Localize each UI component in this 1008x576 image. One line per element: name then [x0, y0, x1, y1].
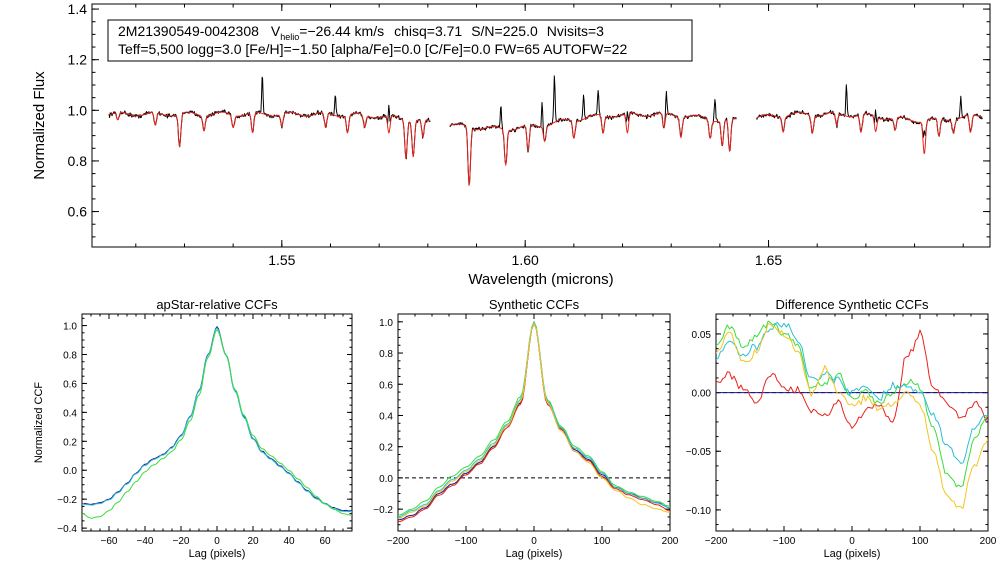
x-tick-label: 100	[912, 536, 929, 547]
observed-spectrum-chip-2	[449, 75, 737, 186]
y-tick-label: 1.4	[68, 1, 88, 17]
y-tick-label: 0.8	[63, 351, 77, 362]
y-tick-label: 1.0	[68, 102, 88, 118]
synthetic_ccf-line-visit-3	[398, 321, 670, 516]
y-tick-label: 0.8	[68, 153, 88, 169]
vhelio-sub: helio	[280, 32, 299, 42]
y-tick-label: 1.0	[379, 318, 393, 329]
x-tick-label: 1.65	[755, 252, 782, 268]
synthetic_ccf-axes: −200 −100 0 100 200 −0.2 0.0 0.2 0.4 0.6 0.8 1.0 Lag…	[373, 297, 679, 560]
x-axis-label: Lag (pixels)	[189, 548, 246, 560]
info-line-2: Teff=5,500 logg=3.0 [Fe/H]=−1.50 [alpha/…	[118, 41, 627, 57]
y-axis-label: Normalized CCF	[33, 382, 45, 464]
x-axis-label: Lag (pixels)	[824, 548, 881, 560]
apstar_ccf-axes: −60 −40 −20 0 20 40 60 −0.4 −0.2 0.0 0.2 0.4 0.6 0.8 1…	[33, 297, 353, 560]
x-tick-label: 40	[283, 536, 295, 547]
synthetic_ccf-frame	[397, 313, 671, 532]
x-tick-label: −60	[101, 536, 118, 547]
difference_ccf-axes: −200 −100 0 100 200 −0.10 −0.05 0.00 0.05 Lag (pi…	[686, 297, 997, 560]
y-tick-label: −0.4	[57, 524, 77, 535]
y-tick-label: 0.2	[63, 437, 77, 448]
y-tick-label: 0.6	[63, 379, 77, 390]
x-tick-label: 1.60	[512, 252, 539, 268]
y-tick-label: 0.0	[379, 474, 393, 485]
y-tick-label: 0.00	[692, 389, 712, 400]
star-id: 2M21390549-0042308	[118, 23, 259, 39]
y-tick-label: 0.4	[63, 408, 77, 419]
x-tick-label: 100	[594, 536, 611, 547]
x-tick-label: 200	[662, 536, 679, 547]
y-tick-label: −0.05	[686, 447, 712, 458]
x-tick-label: 1.55	[268, 252, 295, 268]
apstar_ccf-line-visit-3	[82, 329, 352, 519]
y-tick-label: 1.2	[68, 52, 88, 68]
spectrum-frame	[91, 3, 991, 248]
chart-title: apStar-relative CCFs	[156, 297, 278, 312]
nvisits: Nvisits=3	[547, 23, 604, 39]
apstar_ccf-series	[82, 326, 352, 519]
synthetic_ccf-line-visit-4	[398, 322, 670, 518]
info-box: 2M21390549-0042308 Vhelio=−26.44 km/s chis…	[107, 19, 693, 62]
synthetic_ccf-line-visit-5	[398, 323, 670, 519]
vhelio-value: =−26.44 km/s	[299, 23, 384, 39]
x-tick-label: 0	[849, 536, 855, 547]
model-spectrum-chip-1	[108, 111, 431, 159]
difference_ccf-frame	[715, 313, 989, 532]
snr: S/N=225.0	[471, 23, 538, 39]
model-spectrum-chip-3	[756, 111, 983, 154]
y-tick-label: 0.8	[379, 349, 393, 360]
y-tick-label: −0.2	[373, 505, 393, 516]
y-tick-label: 0.4	[379, 411, 393, 422]
y-tick-label: 0.0	[63, 466, 77, 477]
spectrum-series	[108, 75, 983, 186]
apstar_ccf-frame	[81, 313, 353, 532]
chart-title: Difference Synthetic CCFs	[776, 297, 929, 312]
spectrum-axes: 1.55 1.60 1.65 0.6 0.8 1.0 1.2 1.4 Wavelength (m…	[31, 1, 991, 288]
y-tick-label: 0.6	[68, 204, 88, 220]
x-axis-label: Lag (pixels)	[506, 548, 563, 560]
x-tick-label: 200	[980, 536, 997, 547]
info-line-1: 2M21390549-0042308 Vhelio=−26.44 km/s chis…	[118, 23, 604, 42]
x-tick-label: 0	[531, 536, 537, 547]
x-tick-label: −100	[773, 536, 796, 547]
x-tick-label: −40	[137, 536, 154, 547]
difference_ccf-line-visit-5	[716, 323, 988, 509]
difference_ccf-line-visit-2	[716, 329, 988, 429]
x-tick-label: 0	[214, 536, 220, 547]
y-tick-label: 0.6	[379, 380, 393, 391]
chisq: chisq=3.71	[394, 23, 462, 39]
y-tick-label: 0.05	[692, 330, 712, 341]
x-tick-label: 20	[247, 536, 259, 547]
model-spectrum-chip-2	[449, 112, 737, 186]
x-tick-label: −100	[455, 536, 478, 547]
y-tick-label: −0.10	[686, 506, 712, 517]
apstar_ccf-line-visit-1	[82, 326, 352, 512]
y-tick-label: 1.0	[63, 322, 77, 333]
y-tick-label: −0.2	[57, 495, 77, 506]
y-tick-label: 0.2	[379, 443, 393, 454]
observed-spectrum-chip-3	[755, 84, 983, 138]
x-tick-label: −20	[173, 536, 190, 547]
x-tick-label: 60	[319, 536, 331, 547]
x-axis-label: Wavelength (microns)	[468, 271, 613, 288]
chart-title: Synthetic CCFs	[489, 297, 580, 312]
apstar_ccf-line-visit-2	[82, 327, 352, 513]
difference_ccf-series	[716, 320, 988, 509]
vhelio-prefix: V	[271, 23, 281, 39]
y-axis-label: Normalized Flux	[31, 71, 48, 180]
info-box-frame	[107, 19, 693, 62]
synthetic_ccf-series	[398, 321, 670, 522]
x-tick-label: −200	[387, 536, 410, 547]
x-tick-label: −200	[705, 536, 728, 547]
difference_ccf-line-visit-3	[716, 320, 988, 488]
